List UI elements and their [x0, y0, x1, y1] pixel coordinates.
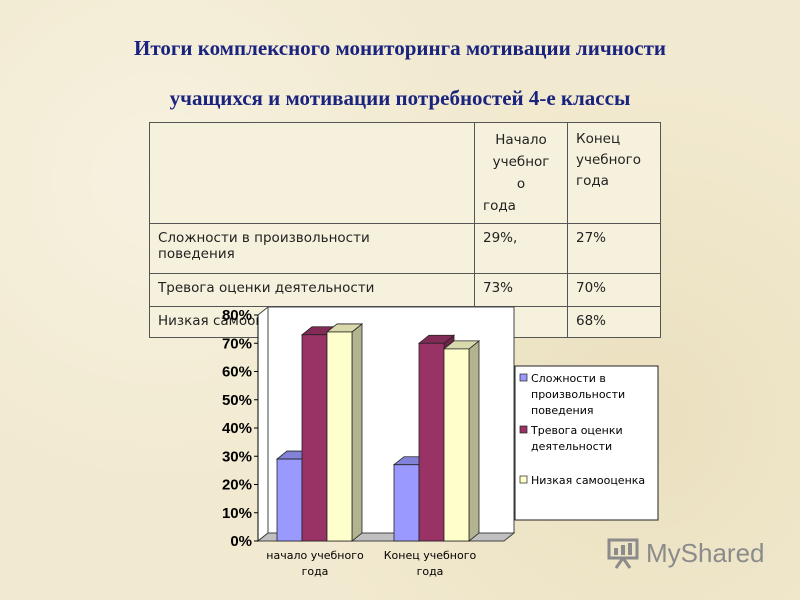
- bar-face: [443, 348, 470, 542]
- y-tick-label: 70%: [222, 335, 252, 352]
- y-tick-label: 0%: [230, 533, 252, 550]
- row-end-value: 27%: [567, 223, 661, 274]
- table-header-start: Начало учебног о года: [474, 122, 568, 224]
- chart-side-wall: [257, 305, 269, 543]
- legend-label: Тревога оценки: [530, 424, 623, 437]
- legend-label: Низкая самооценка: [531, 474, 645, 487]
- header-end-line: Конец: [576, 131, 621, 147]
- bar-face: [418, 342, 445, 542]
- bar-face: [351, 323, 363, 542]
- table-header-empty-cell: [149, 122, 475, 224]
- legend-swatch: [519, 475, 528, 484]
- header-end-line: учебного: [576, 152, 642, 168]
- table-row: Тревога оценки деятельности 73% 70%: [149, 273, 661, 307]
- legend-swatch: [519, 425, 528, 434]
- presentation-board-icon: [607, 538, 639, 569]
- x-category-label: года: [417, 565, 444, 578]
- bar-face: [276, 458, 303, 542]
- slide-title-line-2: учащихся и мотивации потребностей 4-е кл…: [169, 86, 631, 110]
- y-tick-label: 30%: [222, 448, 252, 465]
- legend-box: [514, 365, 659, 521]
- y-tick-label: 20%: [222, 477, 252, 494]
- y-tick-label: 40%: [222, 420, 252, 437]
- header-end-line: года: [576, 173, 609, 189]
- legend-label: деятельности: [531, 440, 612, 453]
- y-tick-label: 10%: [222, 505, 252, 522]
- x-category-label: начало учебного: [266, 549, 364, 562]
- bar-face: [326, 331, 353, 542]
- logo-text: MyShared: [646, 537, 765, 568]
- row-end-value: 68%: [567, 306, 661, 338]
- header-start-line: Начало: [495, 132, 547, 148]
- legend-label: поведения: [531, 404, 594, 417]
- legend-label: Сложности в: [531, 372, 606, 385]
- row-label: Тревога оценки деятельности: [149, 273, 475, 307]
- x-category-label: года: [302, 565, 329, 578]
- header-start-line: года: [483, 198, 516, 214]
- legend-swatch: [519, 373, 528, 382]
- y-tick-label: 80%: [222, 307, 252, 324]
- y-tick-label: 50%: [222, 392, 252, 409]
- bar-face: [301, 334, 328, 542]
- bar-face: [393, 464, 420, 542]
- myshared-logo: MyShared: [606, 535, 765, 571]
- header-start-line: о: [516, 176, 526, 192]
- table-header-row: Начало учебног о года Конец учебного год…: [149, 122, 661, 224]
- data-table: Начало учебног о года Конец учебного год…: [149, 122, 661, 338]
- y-tick-label: 60%: [222, 364, 252, 381]
- x-category-label: Конец учебного: [384, 549, 477, 562]
- legend-label: произвольности: [531, 388, 625, 401]
- header-start-line: учебног: [492, 154, 550, 170]
- row-end-value: 70%: [567, 273, 661, 307]
- bar: [325, 323, 364, 542]
- bar: [442, 340, 481, 542]
- slide-title-line-1: Итоги комплексного мониторинга мотивации…: [134, 36, 666, 60]
- table-header-end: Конец учебного года: [567, 122, 661, 224]
- bar-face: [468, 340, 480, 542]
